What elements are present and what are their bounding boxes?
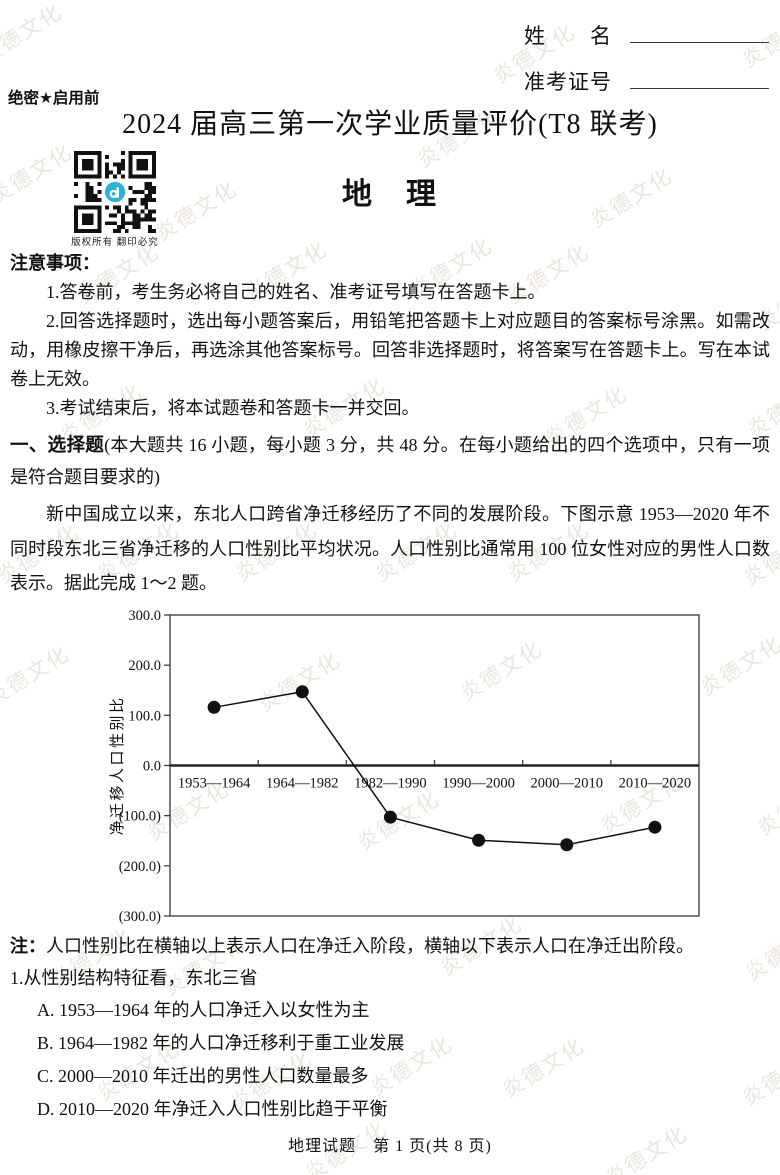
svg-text:100.0: 100.0 — [128, 708, 161, 724]
exam-no-blank-line — [630, 83, 769, 89]
svg-text:2010—2020: 2010—2020 — [619, 775, 692, 791]
qr-code — [74, 151, 156, 233]
chart-note: 注：人口性别比在横轴以上表示人口在净迁入阶段，横轴以下表示人口在净迁出阶段。 — [10, 931, 770, 962]
svg-text:(200.0): (200.0) — [119, 858, 161, 874]
notice-item-2: 2.回答选择题时，选出每小题答案后，用铅笔把答题卡上对应题目的答案标号涂黑。如需… — [10, 311, 770, 389]
net-migration-sex-ratio-chart: 300.0 200.0 100.0 0.0 (100.0) (200.0) (300.0) 1… — [109, 608, 700, 925]
subject-title: 地 理 — [342, 178, 438, 211]
section-heading: 一、选择题(本大题共 16 小题，每小题 3 分，共 48 分。在每小题给出的四… — [10, 429, 770, 493]
notice-item-1: 1.答卷前，考生务必将自己的姓名、准考证号填写在答题卡上。 — [46, 282, 546, 302]
exam-title: 2024 届高三第一次学业质量评价(T8 联考) — [122, 109, 658, 140]
chart-note-label: 注： — [10, 935, 46, 956]
svg-text:1953—1964: 1953—1964 — [178, 775, 251, 791]
name-label: 姓 名 — [524, 24, 612, 48]
svg-text:(300.0): (300.0) — [119, 909, 161, 925]
name-field-row: 姓 名 — [524, 20, 769, 50]
name-blank-line — [630, 37, 769, 43]
svg-text:0.0: 0.0 — [143, 758, 161, 774]
exam-no-label: 准考证号 — [524, 70, 612, 94]
chart-note-text: 人口性别比在横轴以上表示人口在净迁入阶段，横轴以下表示人口在净迁出阶段。 — [46, 935, 694, 956]
exam-no-field-row: 准考证号 — [524, 66, 769, 96]
question-1-option-c: C. 2000—2010 年迁出的男性人口数量最多 — [37, 1065, 369, 1086]
svg-text:(100.0): (100.0) — [119, 808, 161, 824]
notice-item-3: 3.考试结束后，将本试题卷和答题卡一并交回。 — [46, 398, 420, 418]
question-1-option-a: A. 1953—1964 年的人口净迁入以女性为主 — [37, 999, 370, 1020]
secrecy-notice: 绝密★启用前 — [8, 90, 100, 107]
svg-text:300.0: 300.0 — [128, 608, 161, 624]
svg-text:1964—1982: 1964—1982 — [266, 775, 339, 791]
svg-text:1982—1990: 1982—1990 — [354, 775, 427, 791]
chart-container: 300.0 200.0 100.0 0.0 (100.0) (200.0) (300.0) 1… — [102, 607, 726, 928]
question-1-stem: 1.从性别结构特征看，东北三省 — [10, 967, 258, 988]
notice-heading: 注意事项： — [10, 253, 100, 273]
section-label: 一、选择题 — [10, 434, 105, 455]
section-desc: (本大题共 16 小题，每小题 3 分，共 48 分。在每小题给出的四个选项中，… — [10, 435, 770, 487]
question-1-option-d: D. 2010—2020 年净迁入人口性别比趋于平衡 — [37, 1098, 388, 1119]
svg-text:2000—2010: 2000—2010 — [531, 775, 604, 791]
page-footer: 地理试题 第 1 页(共 8 页) — [288, 1138, 492, 1155]
svg-text:200.0: 200.0 — [128, 658, 161, 674]
body-column: 注意事项： 1.答卷前，考生务必将自己的姓名、准考证号填写在答题卡上。 2.回答… — [10, 249, 770, 1126]
svg-text:1990—2000: 1990—2000 — [442, 775, 515, 791]
question-passage: 新中国成立以来，东北人口跨省净迁移经历了不同的发展阶段。下图示意 1953—20… — [10, 504, 770, 593]
qr-caption: 版权所有 翻印必究 — [71, 237, 159, 248]
question-1-option-b: B. 1964—1982 年的人口净迁移利于重工业发展 — [37, 1032, 405, 1053]
svg-text:净迁移人口性别比: 净迁移人口性别比 — [109, 695, 126, 835]
